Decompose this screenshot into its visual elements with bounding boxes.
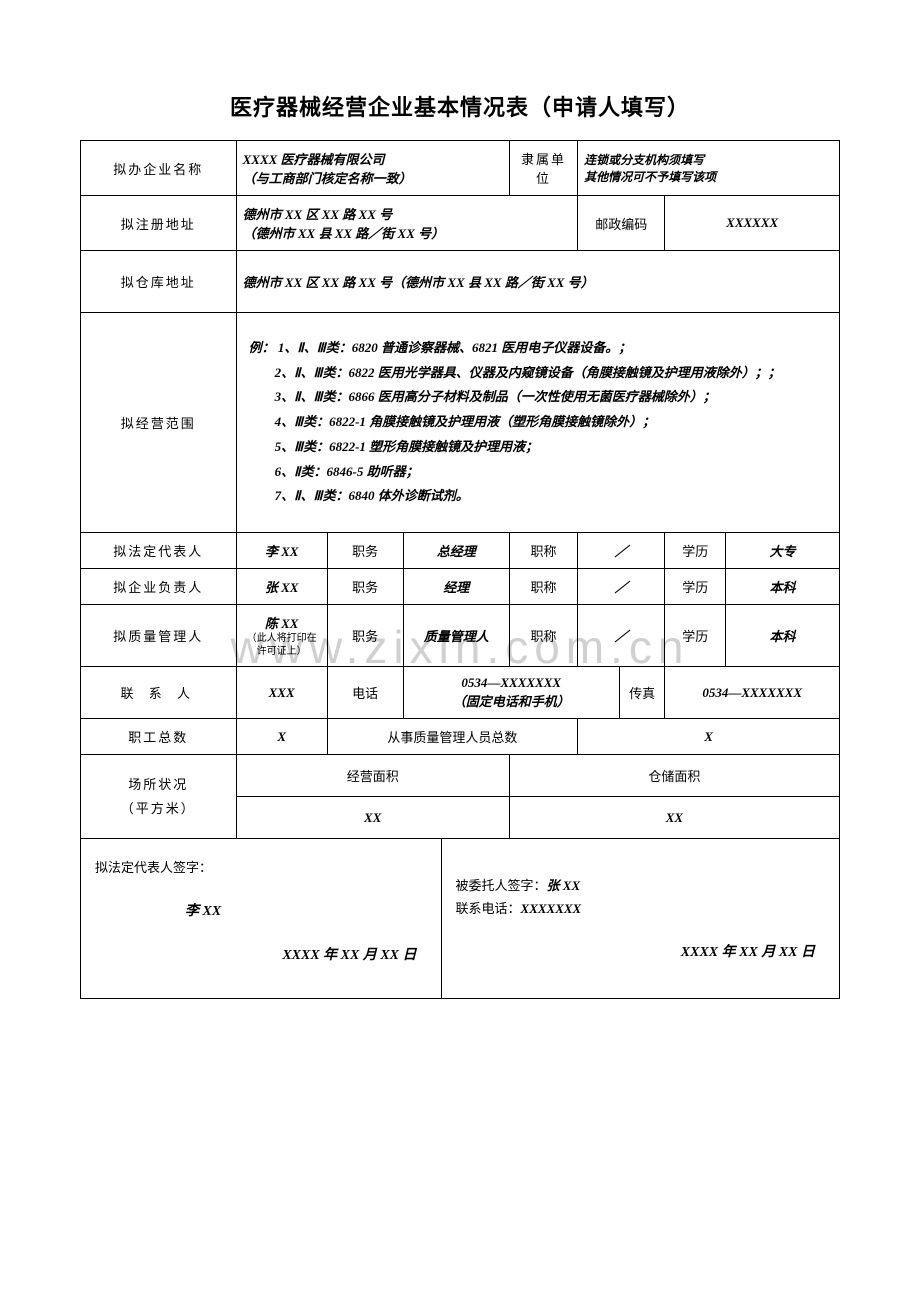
value-warehouse: 德州市 XX 区 XX 路 XX 号（德州市 XX 县 XX 路／街 XX 号） — [236, 251, 839, 313]
value-scope: 例： 1、Ⅱ、Ⅲ类：6820 普通诊察器械、6821 医用电子仪器设备。； 2、… — [236, 313, 839, 533]
label-scope: 拟经营范围 — [81, 313, 237, 533]
label-qm-staff: 从事质量管理人员总数 — [327, 719, 577, 755]
label-company-name: 拟办企业名称 — [81, 141, 237, 196]
scope-line-1: 例： 1、Ⅱ、Ⅲ类：6820 普通诊察器械、6821 医用电子仪器设备。； — [249, 336, 827, 361]
p3-zhicheng-l: 职称 — [509, 605, 577, 667]
p3-xueli-l: 学历 — [665, 605, 726, 667]
scope-line-2: 2、Ⅱ、Ⅲ类：6822 医用光学器具、仪器及内窥镜设备（角膜接触镜及护理用液除外… — [249, 361, 827, 386]
p1-zhiwu: 总经理 — [403, 533, 509, 569]
label-warehouse: 拟仓库地址 — [81, 251, 237, 313]
label-legal-rep: 拟法定代表人 — [81, 533, 237, 569]
form-table: 拟办企业名称 XXXX 医疗器械有限公司 （与工商部门核定名称一致） 隶属单位 … — [80, 140, 840, 999]
contact-fax: 0534—XXXXXXX — [665, 667, 840, 719]
value-company-name: XXXX 医疗器械有限公司 （与工商部门核定名称一致） — [236, 141, 509, 196]
label-contact: 联 系 人 — [81, 667, 237, 719]
p3-xueli: 本科 — [726, 605, 840, 667]
p2-zhicheng-l: 职称 — [509, 569, 577, 605]
p1-zhicheng: ／ — [578, 533, 665, 569]
scope-line-7: 7、Ⅱ、Ⅲ类：6840 体外诊断试剂。 — [249, 484, 827, 509]
contact-tel: 0534—XXXXXXX （固定电话和手机） — [403, 667, 619, 719]
p1-zhicheng-l: 职称 — [509, 533, 577, 569]
sig-right-line1: 被委托人签字：张 XX — [456, 875, 825, 894]
label-quality-mgr: 拟质量管理人 — [81, 605, 237, 667]
sig-right-line2: 联系电话：XXXXXXX — [456, 898, 825, 917]
area-h1: 经营面积 — [236, 755, 509, 797]
p3-zhiwu: 质量管理人 — [403, 605, 509, 667]
scope-line-4: 4、Ⅲ类：6822-1 角膜接触镜及护理用液（塑形角膜接触镜除外）； — [249, 410, 827, 435]
page-title: 医疗器械经营企业基本情况表（申请人填写） — [80, 90, 840, 122]
area-v2: XX — [509, 797, 839, 839]
p2-zhicheng: ／ — [578, 569, 665, 605]
sig-right-l1-val: 张 XX — [547, 878, 581, 893]
sig-right-date: XXXX 年 XX 月 XX 日 — [456, 941, 825, 961]
p2-name: 张 XX — [236, 569, 327, 605]
p1-xueli: 大专 — [726, 533, 840, 569]
p2-zhiwu-l: 职务 — [327, 569, 403, 605]
p3-zhicheng: ／ — [578, 605, 665, 667]
value-unit: 连锁或分支机构须填写 其他情况可不予填写该项 — [578, 141, 840, 196]
sig-left-date: XXXX 年 XX 月 XX 日 — [95, 944, 427, 964]
sig-right-l2-val: XXXXXXX — [521, 901, 582, 916]
value-reg-address: 德州市 XX 区 XX 路 XX 号 （德州市 XX 县 XX 路／街 XX 号… — [236, 196, 578, 251]
scope-line-6: 6、Ⅱ类：6846-5 助听器； — [249, 460, 827, 485]
label-postcode: 邮政编码 — [578, 196, 665, 251]
staff-total: X — [236, 719, 327, 755]
sig-left-name: 李 XX — [185, 900, 427, 920]
label-staff-total: 职工总数 — [81, 719, 237, 755]
area-v1: XX — [236, 797, 509, 839]
p3-note: （此人将打印在许可证上） — [243, 632, 321, 658]
scope-line-3: 3、Ⅱ、Ⅲ类：6866 医用高分子材料及制品（一次性使用无菌医疗器械除外）； — [249, 385, 827, 410]
label-unit: 隶属单位 — [509, 141, 577, 196]
p3-name-text: 陈 XX — [265, 616, 299, 631]
contact-fax-l: 传真 — [619, 667, 665, 719]
qm-staff: X — [578, 719, 840, 755]
value-postcode: XXXXXX — [665, 196, 840, 251]
label-manager: 拟企业负责人 — [81, 569, 237, 605]
p3-zhiwu-l: 职务 — [327, 605, 403, 667]
p3-name: 陈 XX （此人将打印在许可证上） — [236, 605, 327, 667]
area-h2: 仓储面积 — [509, 755, 839, 797]
scope-line-5: 5、Ⅲ类：6822-1 塑形角膜接触镜及护理用液； — [249, 435, 827, 460]
p2-xueli: 本科 — [726, 569, 840, 605]
signature-left: 拟法定代表人签字： 李 XX XXXX 年 XX 月 XX 日 — [81, 839, 442, 999]
p1-zhiwu-l: 职务 — [327, 533, 403, 569]
p2-xueli-l: 学历 — [665, 569, 726, 605]
sig-right-l1-label: 被委托人签字： — [456, 878, 547, 893]
p2-zhiwu: 经理 — [403, 569, 509, 605]
p1-name: 李 XX — [236, 533, 327, 569]
label-reg-address: 拟注册地址 — [81, 196, 237, 251]
label-area: 场所状况 （平方米） — [81, 755, 237, 839]
contact-name: XXX — [236, 667, 327, 719]
signature-right: 被委托人签字：张 XX 联系电话：XXXXXXX XXXX 年 XX 月 XX … — [441, 839, 839, 999]
contact-tel-l: 电话 — [327, 667, 403, 719]
p1-xueli-l: 学历 — [665, 533, 726, 569]
sig-left-label: 拟法定代表人签字： — [95, 857, 427, 876]
sig-right-l2-label: 联系电话： — [456, 901, 521, 916]
